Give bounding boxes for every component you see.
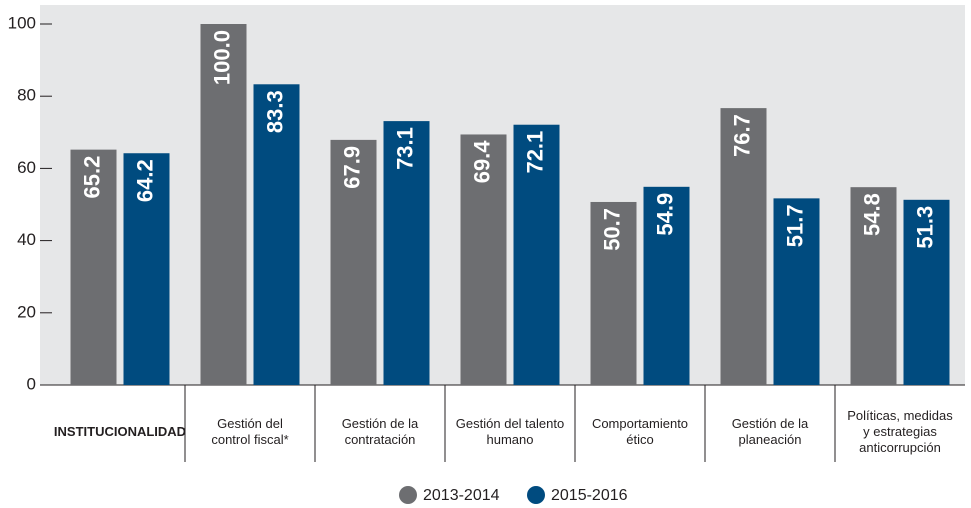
legend-swatch [527, 486, 545, 504]
bar [513, 124, 560, 386]
bar [903, 199, 950, 385]
bar [460, 134, 507, 385]
x-tick-label-line: planeación [739, 432, 802, 447]
x-tick-label-line: Gestión del talento [456, 416, 564, 431]
legend-label: 2013-2014 [423, 487, 500, 504]
y-tick-label: 20 [17, 302, 36, 321]
value-label: 76.7 [729, 114, 754, 157]
value-label: 65.2 [79, 156, 104, 199]
value-label: 67.9 [339, 146, 364, 189]
bar [643, 186, 690, 385]
x-tick-label: Gestión de la planeación [732, 416, 809, 447]
x-tick-label: Gestión de la contratación [342, 416, 419, 447]
bar [383, 121, 430, 385]
x-tick-label-line: contratación [345, 432, 416, 447]
value-label: 50.7 [599, 208, 624, 251]
value-label: 73.1 [392, 127, 417, 170]
x-tick-label-line: Comportamiento [592, 416, 688, 431]
bar [123, 153, 170, 385]
value-label: 69.4 [469, 140, 494, 184]
y-tick-label: 0 [27, 374, 36, 393]
value-label: 100.0 [209, 30, 234, 85]
bar [773, 198, 820, 385]
x-tick-label-line: control fiscal* [211, 432, 288, 447]
value-label: 54.9 [652, 193, 677, 236]
value-label: 51.3 [912, 206, 937, 249]
x-tick-label-line: Políticas, medidas [847, 408, 953, 423]
legend-label: 2015-2016 [551, 487, 628, 504]
x-tick-label-line: humano [487, 432, 534, 447]
x-tick-label: INSTITUCIONALIDAD [54, 424, 186, 439]
x-tick-label-line: Gestión del [217, 416, 283, 431]
x-tick-label: Gestión del talento humano [456, 416, 564, 447]
value-label: 83.3 [262, 90, 287, 133]
y-tick-label: 100 [8, 13, 36, 32]
value-label: 64.2 [132, 159, 157, 202]
y-tick-label: 60 [17, 158, 36, 177]
x-tick-label: Gestión del control fiscal* [211, 416, 288, 447]
bar [590, 201, 637, 385]
x-tick-label: Políticas, medidas y estrategias anticorru… [847, 408, 953, 455]
bar [200, 24, 247, 385]
x-tick-label-line: Gestión de la [342, 416, 419, 431]
y-tick-label: 40 [17, 230, 36, 249]
y-tick-label: 80 [17, 86, 36, 105]
x-tick-label-line: Gestión de la [732, 416, 809, 431]
value-label: 72.1 [522, 131, 547, 174]
bar [70, 149, 117, 385]
x-tick-label: Comportamiento ético [592, 416, 688, 447]
x-tick-label-line: ético [626, 432, 653, 447]
x-tick-label-line: anticorrupción [859, 440, 941, 455]
x-tick-label-line: y estrategias [863, 424, 937, 439]
value-label: 51.7 [782, 204, 807, 247]
legend-swatch [399, 486, 417, 504]
bar [720, 108, 767, 385]
bar [253, 84, 300, 386]
value-label: 54.8 [859, 193, 884, 236]
bar [330, 139, 377, 385]
x-tick-label-line: INSTITUCIONALIDAD [54, 424, 186, 439]
bar [850, 187, 897, 385]
